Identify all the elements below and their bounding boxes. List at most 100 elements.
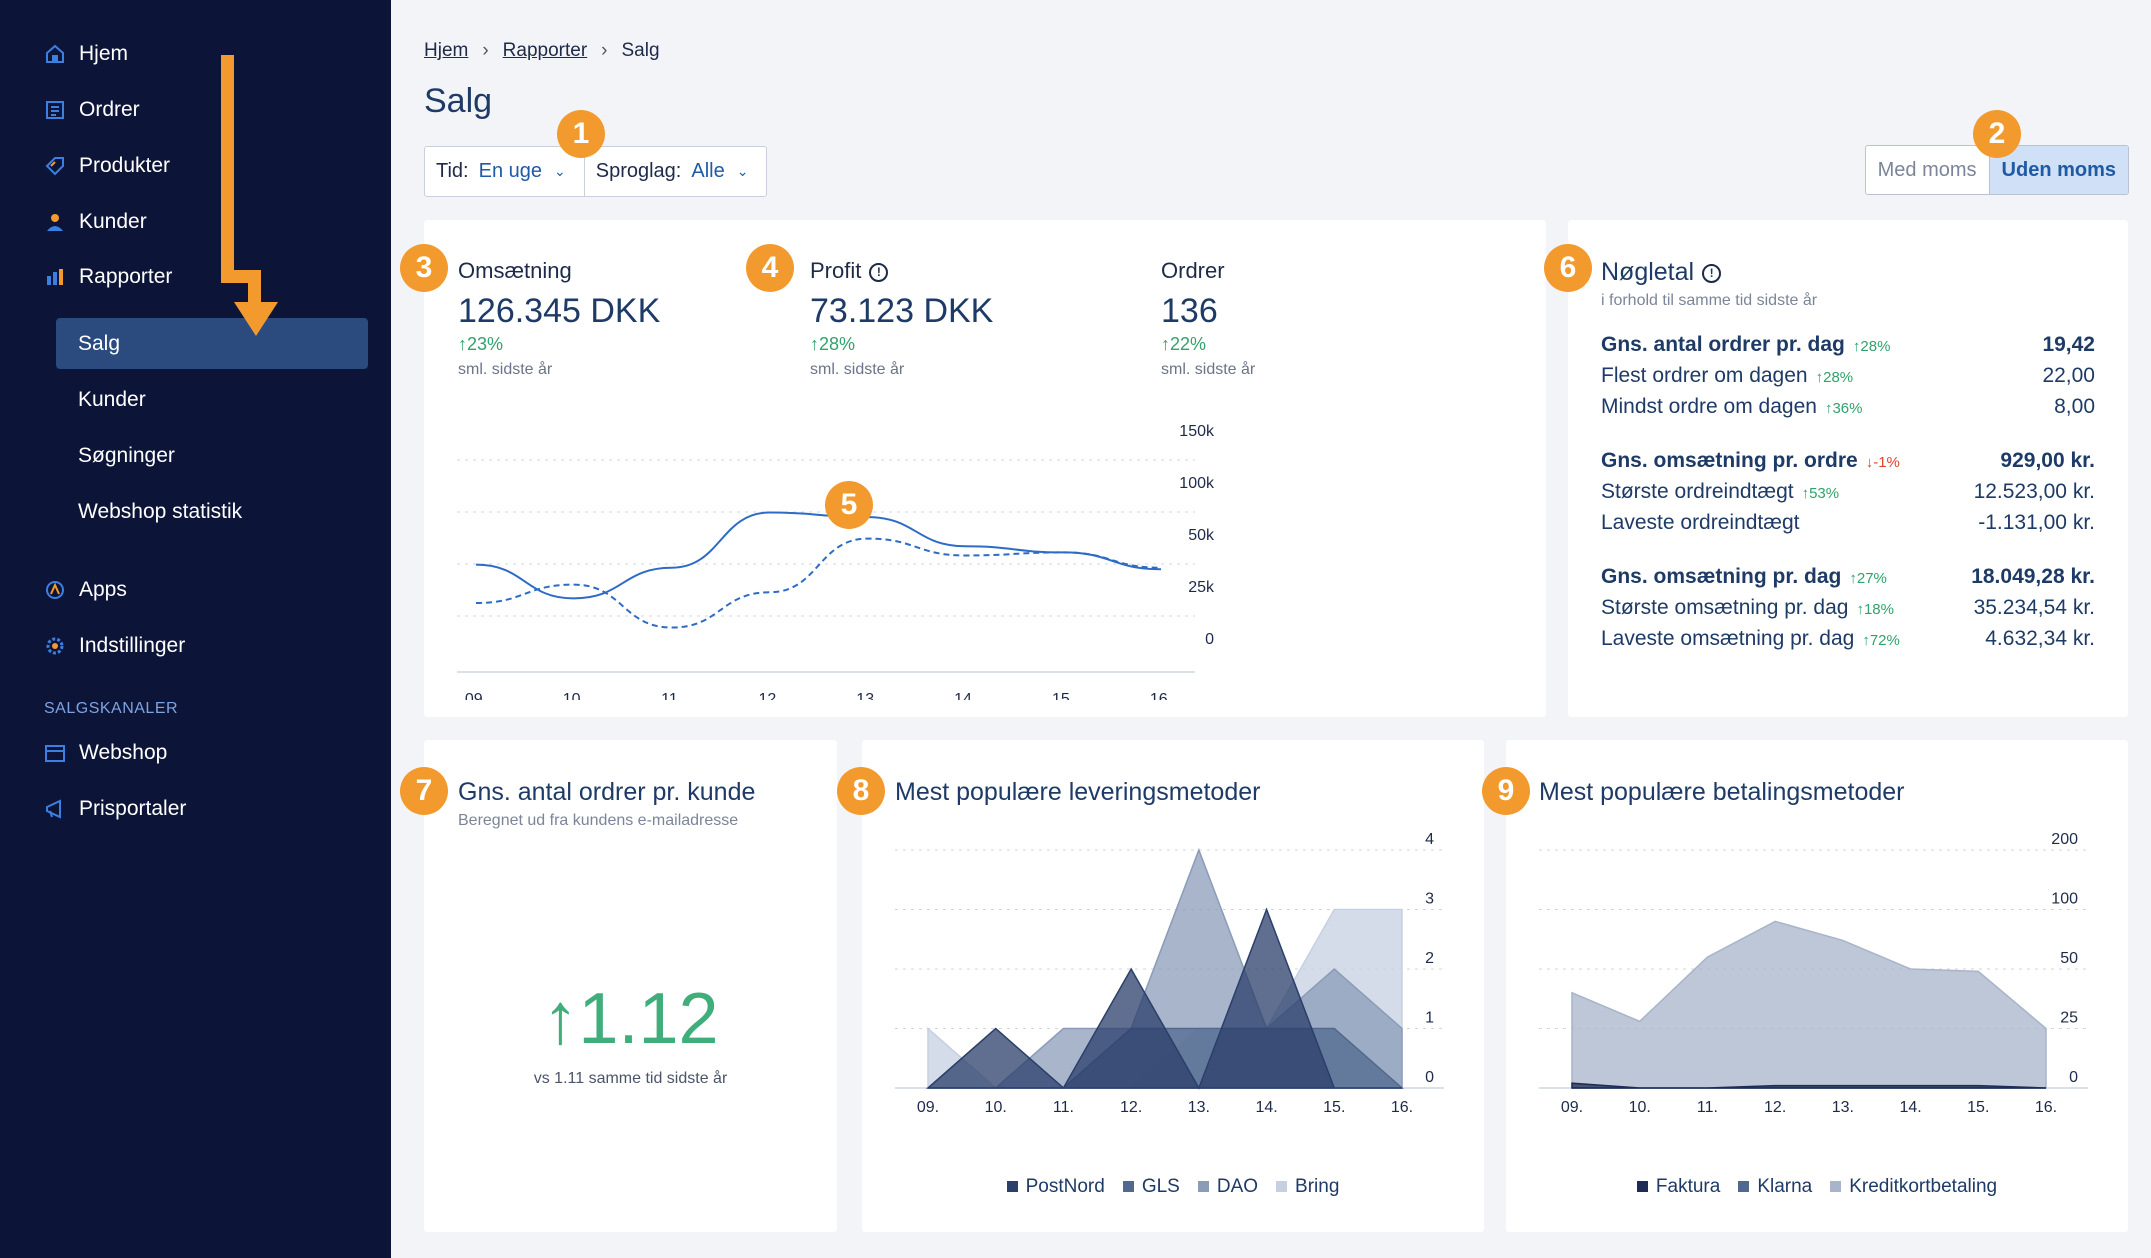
sidebar-item-hjem[interactable]: Hjem <box>44 34 128 74</box>
keyfigure-row: Største ordreindtægt ↑53% 12.523,00 kr. <box>1601 480 2095 504</box>
sidebar-item-label: Produkter <box>79 154 171 177</box>
keyfigure-label: Største ordreindtægt ↑53% <box>1601 480 1840 503</box>
keyfigure-change: ↑28% <box>1815 369 1854 386</box>
keyfigure-row: Flest ordrer om dagen ↑28% 22,00 <box>1601 364 2095 388</box>
page-title: Salg <box>424 82 493 120</box>
sidebar-subitem-webshop-statistik[interactable]: Webshop statistik <box>78 500 243 523</box>
legend-label: Klarna <box>1757 1176 1813 1197</box>
keyfigure-value: 4.632,34 kr. <box>1985 627 2095 650</box>
breadcrumb-hjem[interactable]: Hjem <box>424 40 469 61</box>
uden-moms-button[interactable]: Uden moms <box>1988 146 2128 194</box>
kpi-value: 73.123 DKK <box>810 292 994 330</box>
x-tick-label: 11. <box>1697 1099 1718 1116</box>
legend-item[interactable]: Bring <box>1276 1176 1339 1198</box>
time-filter-dropdown[interactable]: Tid: En uge ⌄ <box>425 147 584 196</box>
keyfigure-change: ↑27% <box>1849 570 1887 587</box>
keyfigure-value: 35.234,54 kr. <box>1973 596 2095 619</box>
keyfigure-value: -1.131,00 kr. <box>1978 511 2095 534</box>
x-tick-label: 10. <box>563 691 585 700</box>
sidebar-subitem-sogninger[interactable]: Søgninger <box>78 444 175 467</box>
y-tick-label: 200 <box>2051 831 2078 848</box>
x-tick-label: 16. <box>1391 1099 1413 1116</box>
legend-label: DAO <box>1216 1176 1259 1197</box>
sidebar-item-ordrer[interactable]: Ordrer <box>44 90 140 130</box>
chevron-down-icon: ⌄ <box>736 163 749 179</box>
keyfigure-value: 18.049,28 kr. <box>1971 565 2095 588</box>
kpi-label: Ordrer <box>1161 258 1225 283</box>
keyfigure-change: ↑72% <box>1862 632 1900 649</box>
sidebar: Hjem Ordrer Produkter Kunder Rapporter S… <box>0 0 391 1258</box>
language-filter-dropdown[interactable]: Sproglag: Alle ⌄ <box>583 147 767 196</box>
kpi-note: sml. sidste år <box>458 361 553 378</box>
y-tick-label: 100 <box>2051 891 2078 908</box>
y-tick-label: 4 <box>1425 831 1434 848</box>
kpi-note: sml. sidste år <box>1161 361 1256 378</box>
keyfigure-change: ↑36% <box>1824 400 1863 417</box>
legend-swatch <box>1276 1181 1288 1193</box>
keyfigure-label: Gns. antal ordrer pr. dag ↑28% <box>1601 333 1891 356</box>
keyfigure-label: Laveste omsætning pr. dag ↑72% <box>1601 627 1900 650</box>
sidebar-subitem-kunder[interactable]: Kunder <box>78 388 146 411</box>
payment-legend: Faktura Klarna Kreditkortbetaling <box>1506 1176 2128 1198</box>
keyfigure-change: ↓-1% <box>1865 454 1900 471</box>
filter-label: Sproglag: <box>595 160 682 182</box>
keyfigure-row: Største omsætning pr. dag ↑18% 35.234,54 k… <box>1601 596 2095 620</box>
legend-item[interactable]: Faktura <box>1636 1176 1721 1198</box>
info-icon[interactable]: ! <box>869 262 889 282</box>
sidebar-item-indstillinger[interactable]: Indstillinger <box>44 626 185 666</box>
legend-item[interactable]: Kreditkortbetaling <box>1830 1176 1997 1198</box>
kpi-change: ↑22% <box>1161 334 1207 354</box>
marker-badge: 5 <box>825 481 873 529</box>
arrow-head-icon <box>234 302 278 336</box>
sidebar-subitem-salg[interactable]: Salg <box>78 332 121 355</box>
sidebar-item-apps[interactable]: Apps <box>44 570 127 610</box>
marker-badge: 9 <box>1482 767 1530 815</box>
gear-icon <box>44 635 66 657</box>
sidebar-item-webshop[interactable]: Webshop <box>44 733 167 773</box>
delivery-card: Mest populære leveringsmetoder 4 3 2 1 0 09. 1… <box>862 740 1484 1232</box>
sidebar-item-label: Webshop <box>79 741 168 764</box>
x-tick-label: 14. <box>1899 1099 1921 1116</box>
x-tick-label: 13. <box>1188 1099 1210 1116</box>
y-tick-label: 25k <box>1188 579 1215 596</box>
y-tick-label: 50 <box>2060 950 2078 967</box>
filter-label: Tid: <box>436 160 469 182</box>
med-moms-button[interactable]: Med moms <box>1865 146 1989 194</box>
home-icon <box>44 43 66 65</box>
kpi-card: Omsætning 126.345 DKK ↑23% sml. sidste å… <box>424 220 1546 717</box>
area-series <box>926 907 1402 1090</box>
window-icon <box>44 742 66 764</box>
breadcrumb-rapporter[interactable]: Rapporter <box>502 40 588 61</box>
x-tick-label: 09. <box>1561 1099 1583 1116</box>
marker-badge: 3 <box>400 244 448 292</box>
kpi-value: 126.345 DKK <box>458 292 661 330</box>
legend-item[interactable]: Klarna <box>1738 1176 1812 1198</box>
x-tick-label: 16. <box>1150 691 1172 700</box>
legend-item[interactable]: DAO <box>1197 1176 1259 1198</box>
keyfigure-change: ↑18% <box>1856 601 1894 618</box>
legend-item[interactable]: PostNord <box>1006 1176 1105 1198</box>
legend-label: Faktura <box>1655 1176 1721 1197</box>
annotation-arrow-drop <box>248 270 261 310</box>
sidebar-item-label: Kunder <box>79 210 147 233</box>
keyfigure-label: Gns. omsætning pr. ordre ↓-1% <box>1601 449 1900 472</box>
filter-bar: Tid: En uge ⌄ Sproglag: Alle ⌄ <box>424 146 768 197</box>
marker-badge: 8 <box>837 767 885 815</box>
legend-item[interactable]: GLS <box>1122 1176 1180 1198</box>
keyfigure-row: Laveste omsætning pr. dag ↑72% 4.632,34 kr… <box>1601 627 2095 651</box>
keyfigure-row: Mindst ordre om dagen ↑36% 8,00 <box>1601 395 2095 419</box>
x-tick-label: 09. <box>917 1099 939 1116</box>
apps-icon <box>44 579 66 601</box>
kpi-change: ↑28% <box>810 334 856 354</box>
keyfigure-change: ↑53% <box>1801 485 1840 502</box>
revenue-line-chart: 150k 100k 50k 25k 0 09. 10. 11. 12. 13. 14. 15. 16. <box>457 423 1215 700</box>
legend-swatch <box>1636 1181 1648 1193</box>
sidebar-item-prisportaler[interactable]: Prisportaler <box>44 789 186 829</box>
sidebar-item-kunder[interactable]: Kunder <box>44 202 147 242</box>
delivery-title: Mest populære leveringsmetoder <box>895 778 1261 806</box>
keyfigure-label: Flest ordrer om dagen ↑28% <box>1601 364 1854 387</box>
sidebar-item-rapporter[interactable]: Rapporter <box>44 257 172 297</box>
info-icon[interactable]: ! <box>1702 263 1722 283</box>
x-tick-label: 14. <box>954 691 976 700</box>
sidebar-item-produkter[interactable]: Produkter <box>44 146 170 186</box>
